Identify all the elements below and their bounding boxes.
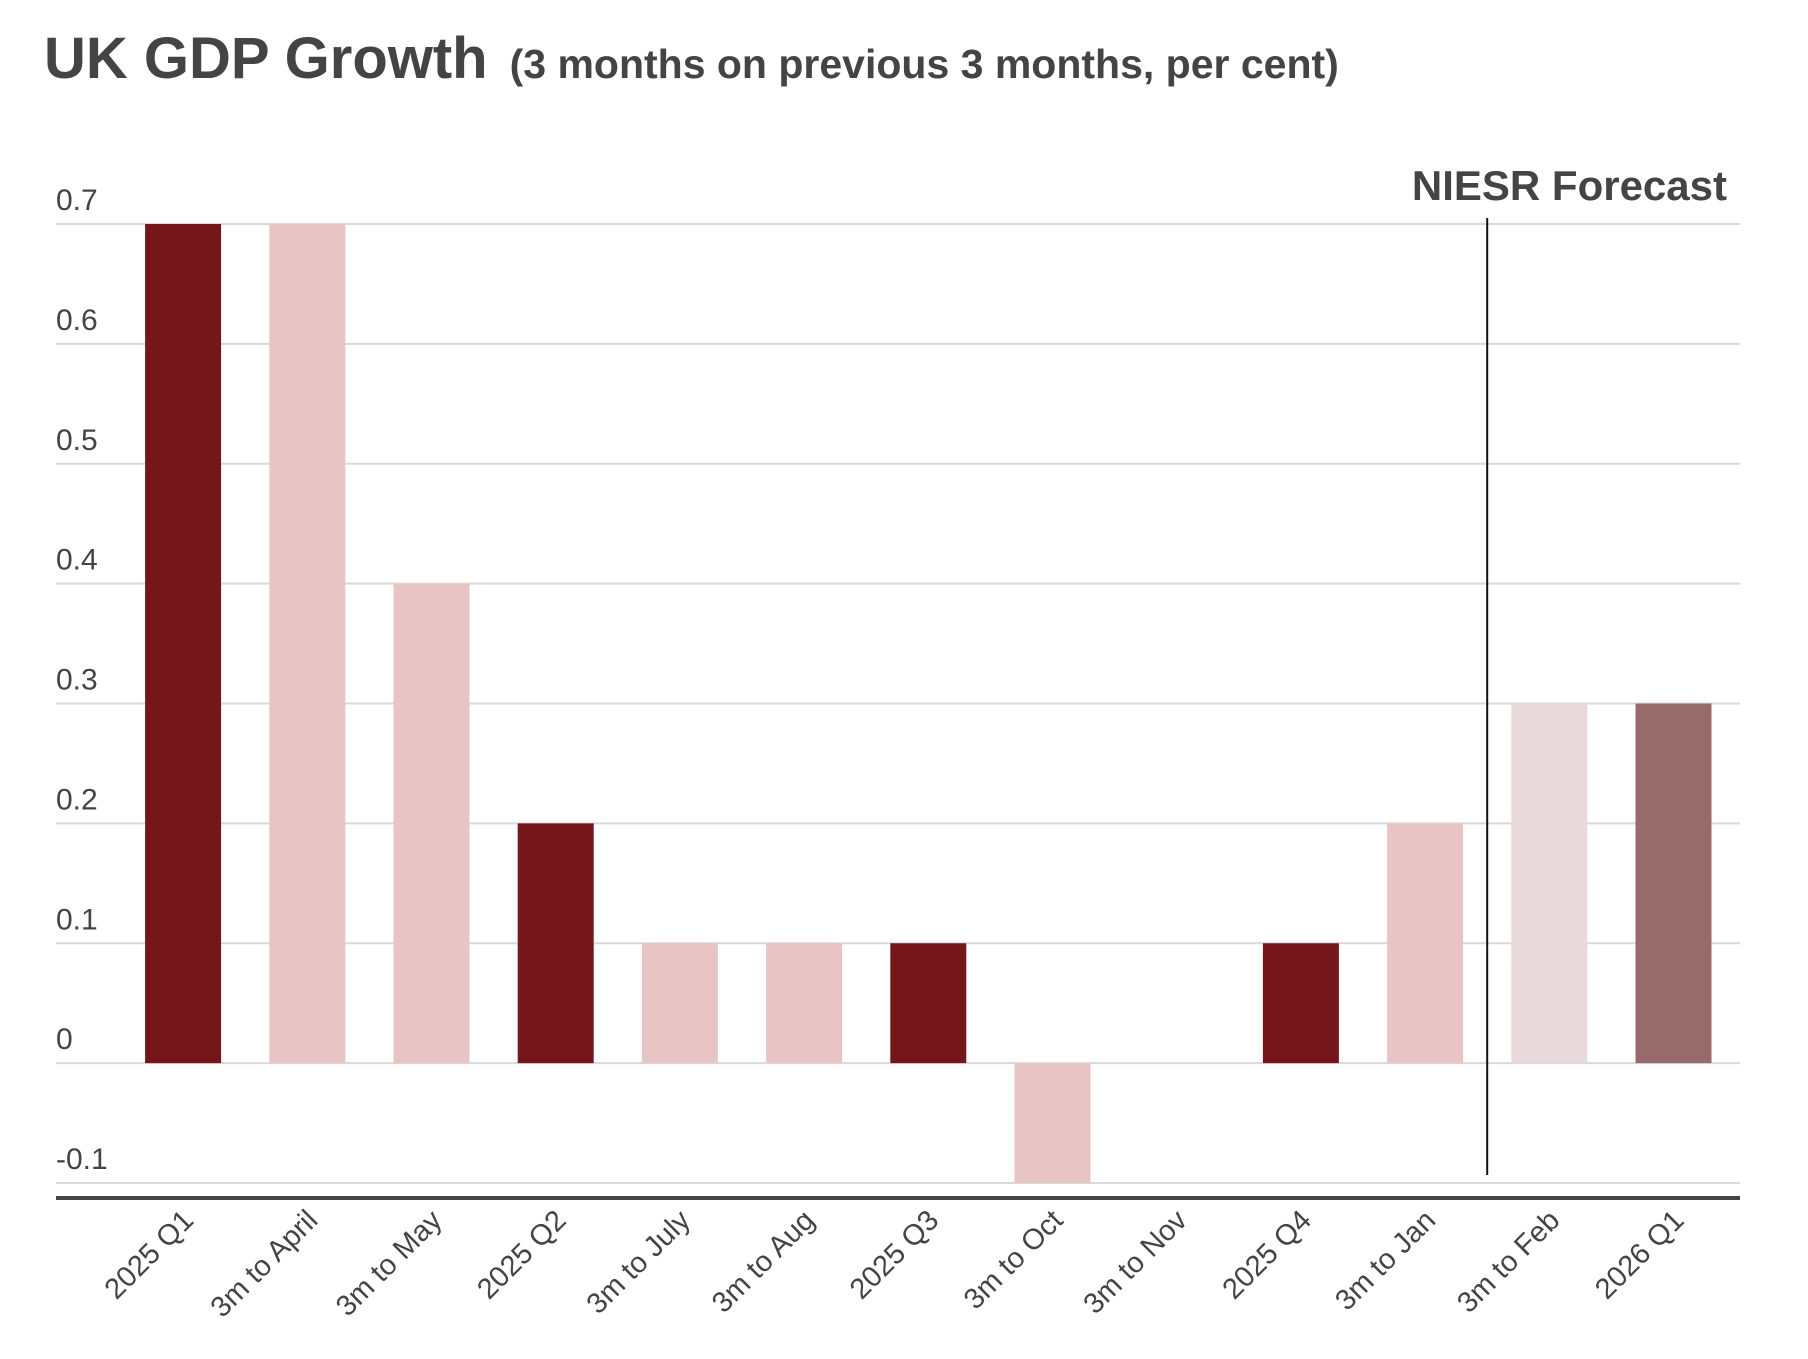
y-tick-label: 0.7 [56, 184, 98, 217]
y-tick-label: 0.5 [56, 424, 98, 457]
y-tick-label: 0.1 [56, 903, 98, 936]
bar [393, 583, 470, 1064]
x-tick-label: 3m to July [581, 1204, 697, 1320]
bar [890, 943, 967, 1064]
x-tick-label: 3m to Oct [958, 1204, 1070, 1316]
bar [517, 823, 594, 1064]
x-tick-label: 3m to Feb [1451, 1204, 1566, 1319]
x-tick-label: 3m to Jan [1329, 1204, 1442, 1317]
x-tick-label: 2025 Q3 [844, 1204, 945, 1305]
x-tick-label: 3m to Nov [1078, 1204, 1194, 1320]
x-tick-label: 3m to May [330, 1204, 449, 1323]
bar [766, 943, 843, 1064]
x-tick-label: 2025 Q1 [99, 1204, 200, 1305]
x-tick-label: 3m to April [205, 1204, 325, 1324]
annotation: NIESR Forecast [1412, 162, 1727, 209]
bar [641, 943, 718, 1064]
x-tick-label: 3m to Aug [706, 1204, 821, 1319]
bar [1262, 943, 1339, 1064]
bar [269, 224, 346, 1064]
y-tick-label: 0.4 [56, 544, 98, 577]
bar [1014, 1063, 1091, 1183]
bar [1511, 703, 1588, 1064]
y-tick-label: -0.1 [56, 1143, 108, 1176]
y-tick-label: 0.2 [56, 783, 98, 816]
bar [1635, 703, 1712, 1064]
chart-title: UK GDP Growth [44, 26, 488, 91]
bar [1387, 823, 1464, 1064]
y-tick-label: 0.3 [56, 664, 98, 697]
x-tick-label: 2025 Q4 [1217, 1204, 1318, 1305]
y-tick-label: 0.6 [56, 304, 98, 337]
x-tick-label: 2025 Q2 [471, 1204, 572, 1305]
bar [145, 224, 222, 1064]
chart-subtitle: (3 months on previous 3 months, per cent… [510, 41, 1339, 87]
x-tick-label: 2026 Q1 [1589, 1204, 1690, 1305]
y-tick-label: 0 [56, 1023, 73, 1056]
